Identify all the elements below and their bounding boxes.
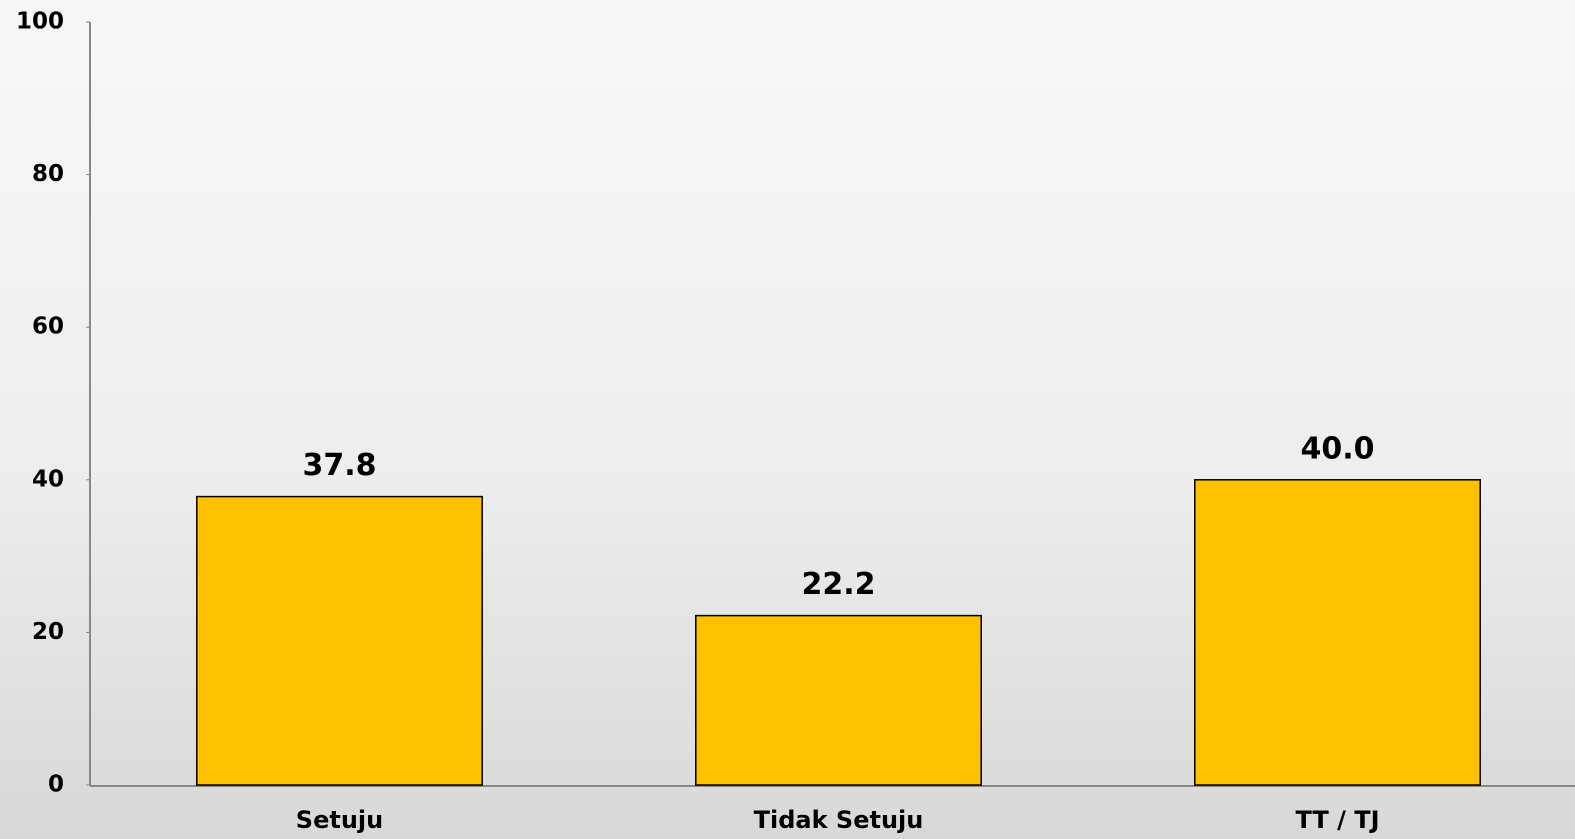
y-tick-label: 80 — [32, 161, 64, 187]
value-label: 40.0 — [1300, 431, 1374, 466]
y-tick-label: 60 — [32, 314, 64, 340]
bar — [1194, 479, 1481, 786]
y-tick-label: 100 — [16, 9, 64, 35]
bar — [196, 495, 483, 786]
y-tick-label: 40 — [32, 466, 64, 492]
x-tick-label: TT / TJ — [1295, 806, 1379, 834]
y-tick-label: 20 — [32, 619, 64, 645]
value-label: 37.8 — [302, 448, 376, 483]
x-tick-label: Tidak Setuju — [754, 806, 924, 834]
y-tick-label: 0 — [48, 772, 64, 798]
bar — [695, 614, 982, 786]
x-tick-label: Setuju — [296, 806, 383, 834]
value-label: 22.2 — [801, 567, 875, 602]
